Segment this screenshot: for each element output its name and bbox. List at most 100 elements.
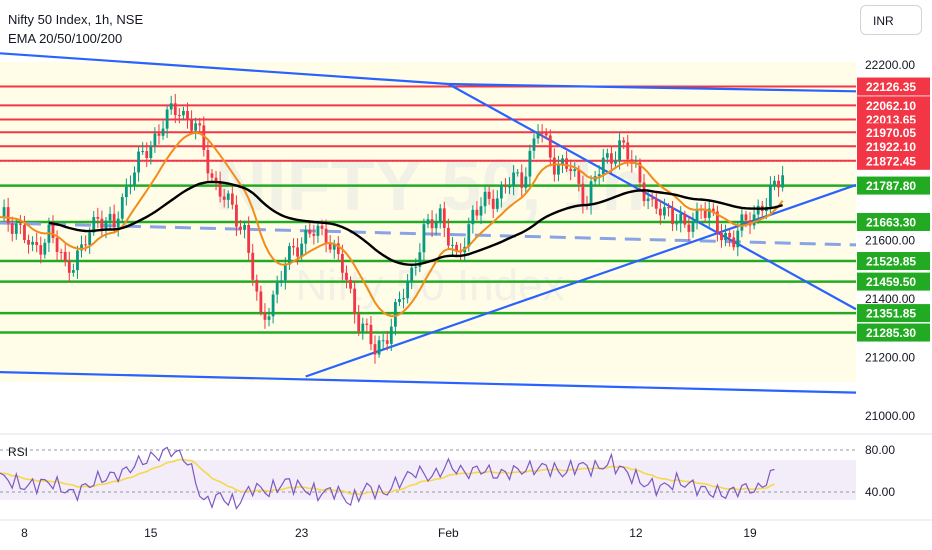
candle-body (35, 241, 39, 246)
candle-body (638, 162, 642, 183)
candle-body (667, 207, 670, 209)
candle-body (243, 225, 246, 230)
time-axis-label: 23 (295, 526, 309, 540)
candle-body (39, 245, 43, 255)
candle-body (149, 145, 153, 159)
candle-body (487, 191, 491, 199)
candle-body (349, 279, 352, 289)
resistance-level-box (857, 77, 930, 96)
candle-body (6, 207, 10, 224)
candle-body (173, 103, 177, 116)
candle-body (222, 196, 226, 200)
candle-body (389, 326, 393, 344)
candle-body (51, 224, 55, 238)
trendline-upper-channel (0, 52, 449, 86)
candle-body (345, 272, 348, 280)
candle-body (202, 125, 206, 150)
candle-body (279, 280, 283, 283)
candle-body (728, 232, 732, 238)
candle-body (108, 213, 112, 221)
candle-body (642, 182, 646, 202)
candle-body (740, 214, 744, 231)
candle-body (336, 243, 340, 255)
time-axis-label: 12 (629, 526, 643, 540)
candle-body (455, 244, 458, 252)
candle-body (512, 172, 515, 187)
support-level-box (857, 212, 930, 231)
candle-body (373, 344, 377, 355)
ema-orange-line (0, 131, 784, 318)
support-level-label: 21459.50 (866, 275, 916, 289)
candle-body (63, 251, 67, 261)
candle-body (288, 246, 291, 265)
candle-body (536, 132, 540, 139)
candle-body (467, 224, 471, 247)
candles-group (2, 93, 785, 364)
candle-body (614, 160, 617, 164)
price-axis-label: 21000.00 (865, 409, 915, 423)
candle-body (2, 207, 6, 218)
candle-body (31, 241, 35, 245)
candle-body (186, 110, 189, 120)
candle-body (683, 213, 687, 225)
candle-body (548, 135, 552, 158)
candle-body (169, 103, 173, 110)
candle-body (23, 224, 26, 240)
candle-body (112, 213, 116, 228)
candle-body (573, 169, 577, 171)
candle-body (206, 149, 210, 174)
candle-body (483, 191, 487, 207)
time-axis-label: Feb (438, 526, 459, 540)
candle-body (475, 209, 479, 216)
resistance-level-box (857, 137, 930, 156)
candle-body (589, 181, 593, 206)
candle-body (479, 206, 483, 216)
candle-body (267, 316, 271, 320)
candle-body (422, 224, 426, 253)
candle-body (618, 140, 621, 161)
candle-body (650, 198, 654, 200)
candle-body (259, 291, 263, 313)
candle-body (153, 133, 157, 146)
candle-body (275, 282, 279, 295)
candle-body (239, 226, 242, 230)
candle-body (357, 314, 361, 332)
candle-body (646, 198, 650, 202)
candle-body (687, 224, 691, 232)
candle-body (210, 173, 214, 178)
candle-body (402, 298, 405, 300)
time-axis-label: 8 (21, 526, 28, 540)
candle-body (141, 151, 145, 153)
price-axis-label: 22200.00 (865, 58, 915, 72)
candle-body (520, 172, 524, 188)
candle-body (381, 340, 385, 342)
candle-body (214, 177, 218, 181)
rsi-axis-label: 40.00 (865, 485, 895, 499)
resistance-level-label: 21922.10 (866, 140, 916, 154)
candle-body (671, 207, 674, 225)
resistance-level-box (857, 96, 930, 115)
candle-body (190, 119, 193, 131)
support-level-label: 21787.80 (866, 179, 916, 193)
candle-body (711, 208, 715, 212)
candle-body (769, 184, 772, 207)
candle-body (557, 164, 560, 175)
candle-body (271, 294, 275, 317)
candle-body (691, 221, 695, 232)
candle-body (324, 228, 328, 244)
currency-button[interactable]: INR (860, 5, 922, 35)
candle-body (434, 222, 438, 229)
rsi-label: RSI (8, 445, 29, 459)
candle-body (145, 151, 149, 159)
support-level-box (857, 252, 930, 271)
candle-body (540, 132, 544, 134)
candle-body (552, 157, 556, 175)
candle-body (235, 204, 238, 227)
candle-body (414, 266, 418, 268)
indicator-label: EMA 20/50/100/200 (8, 31, 123, 46)
support-level-box (857, 272, 930, 291)
candle-body (251, 252, 255, 280)
support-level-box (857, 304, 930, 323)
